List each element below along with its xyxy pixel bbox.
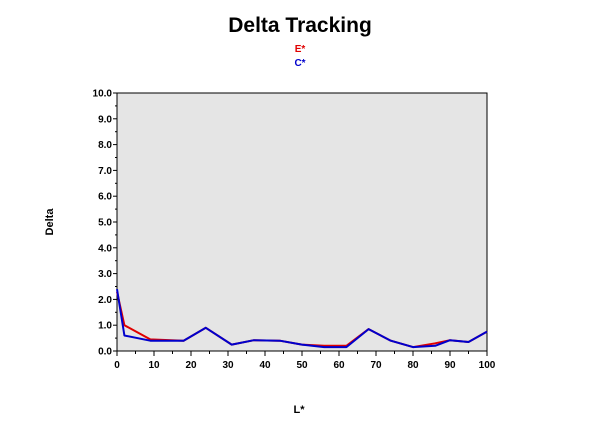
- y-tick-label: 4.0: [98, 243, 112, 254]
- x-tick-label: 40: [259, 360, 271, 371]
- y-tick-label: 2.0: [98, 295, 112, 306]
- y-tick-label: 7.0: [98, 166, 112, 177]
- legend-entry-c: C*: [294, 58, 306, 69]
- series-line-c: [116, 288, 488, 349]
- x-tick-label: 60: [333, 360, 345, 371]
- y-tick-label: 0.0: [98, 347, 112, 358]
- x-tick-label: 0: [114, 360, 120, 371]
- x-tick-label: 80: [407, 360, 419, 371]
- x-tick-label: 100: [479, 360, 496, 371]
- y-axis-title: Delta: [44, 208, 56, 236]
- legend-entry-e: E*: [294, 44, 306, 55]
- x-tick-label: 90: [444, 360, 456, 371]
- y-tick-label: 5.0: [98, 218, 112, 229]
- x-tick-label: 10: [148, 360, 160, 371]
- y-tick-label: 1.0: [98, 321, 112, 332]
- y-tick-label: 9.0: [98, 114, 112, 125]
- y-tick-label: 3.0: [98, 269, 112, 280]
- plot-area: [116, 92, 488, 352]
- chart-title: Delta Tracking: [228, 14, 372, 37]
- x-tick-label: 20: [185, 360, 197, 371]
- x-tick-label: 50: [296, 360, 308, 371]
- y-tick-label: 10.0: [93, 89, 113, 100]
- x-tick-label: 30: [222, 360, 234, 371]
- y-tick-label: 6.0: [98, 192, 112, 203]
- x-axis-title: L*: [294, 404, 306, 416]
- x-tick-label: 70: [370, 360, 382, 371]
- y-tick-label: 8.0: [98, 140, 112, 151]
